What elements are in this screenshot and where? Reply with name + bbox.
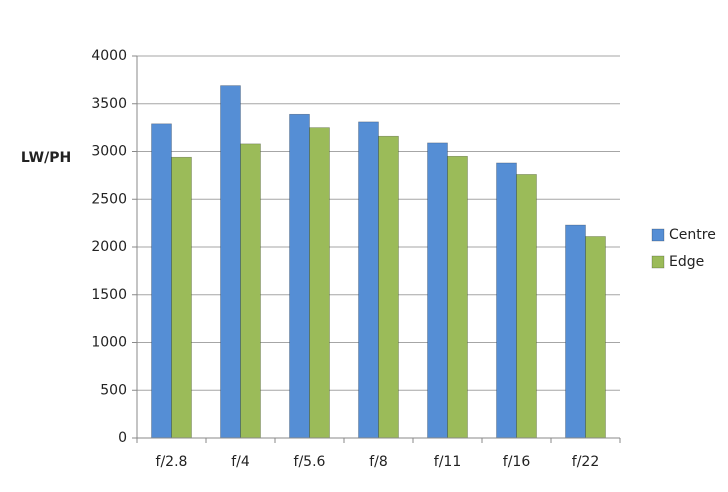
- bar: [496, 162, 517, 439]
- x-tick-label: f/8: [369, 454, 388, 470]
- y-tick-label: 0: [118, 430, 127, 446]
- y-tick-label: 2500: [91, 191, 127, 207]
- bar: [358, 121, 379, 439]
- y-tick-label: 2000: [91, 239, 127, 255]
- bar: [289, 113, 310, 439]
- bar: [427, 142, 448, 439]
- bar: [585, 236, 606, 439]
- y-tick-label: 1500: [91, 287, 127, 303]
- bar: [171, 156, 192, 439]
- bar: [151, 123, 172, 439]
- x-tick-label: f/4: [231, 454, 250, 470]
- y-tick-label: 3500: [91, 96, 127, 112]
- bar: [378, 135, 399, 439]
- bar: [565, 224, 586, 439]
- x-tick-label: f/16: [503, 454, 531, 470]
- legend-label: Edge: [669, 254, 704, 270]
- legend-swatch: [651, 228, 665, 242]
- bar: [309, 127, 330, 439]
- y-tick-label: 500: [100, 382, 127, 398]
- bar: [240, 143, 261, 439]
- legend-swatch: [651, 255, 665, 269]
- y-tick-label: 4000: [91, 48, 127, 64]
- x-tick-label: f/22: [572, 454, 599, 470]
- x-tick-label: f/5.6: [294, 454, 326, 470]
- bar: [516, 174, 537, 439]
- y-tick-label: 1000: [91, 335, 127, 351]
- x-tick-label: f/11: [434, 454, 461, 470]
- legend-label: Centre: [669, 227, 716, 243]
- bar: [220, 85, 241, 439]
- x-tick-label: f/2.8: [156, 454, 188, 470]
- y-axis-label: LW/PH: [21, 150, 71, 166]
- bar: [447, 155, 468, 439]
- y-tick-label: 3000: [91, 144, 127, 160]
